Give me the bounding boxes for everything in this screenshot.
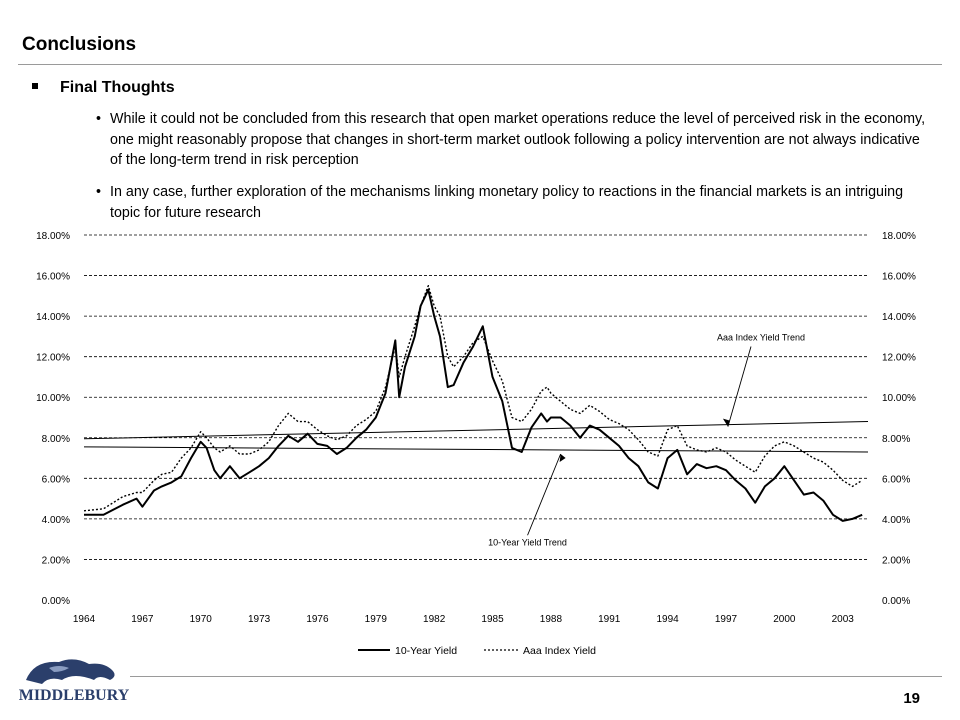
y-tick-label-left: 10.00% <box>36 393 70 404</box>
y-tick-label-left: 4.00% <box>42 515 70 526</box>
bullet-item: • While it could not be concluded from t… <box>96 109 930 171</box>
y-tick-label-right: 14.00% <box>882 312 916 323</box>
bullet-text: While it could not be concluded from thi… <box>110 111 926 168</box>
y-tick-label-right: 8.00% <box>882 434 910 445</box>
series-line-aaa-index-yield <box>83 285 863 512</box>
x-tick-label: 1985 <box>481 614 504 625</box>
y-tick-label-left: 2.00% <box>42 555 70 566</box>
y-tick-label-right: 12.00% <box>882 353 916 364</box>
aaa-trend-line <box>83 421 869 440</box>
y-tick-label-right: 10.00% <box>882 393 916 404</box>
y-tick-label-left: 0.00% <box>42 596 70 607</box>
legend-label-10-year-yield: 10-Year Yield <box>395 645 457 657</box>
y-tick-label-right: 0.00% <box>882 596 910 607</box>
y-tick-label-left: 16.00% <box>36 272 70 283</box>
x-tick-label: 1973 <box>248 614 271 625</box>
yield-chart-svg: 0.00% 0.00% 2.00% 2.00% 4.00% 4.00% 6.00% 6.00%… <box>36 231 916 657</box>
y-tick-label-right: 2.00% <box>882 555 910 566</box>
y-tick-label-right: 4.00% <box>882 515 910 526</box>
logo-text: MIDDLEBURY <box>19 687 130 704</box>
x-tick-label: 1964 <box>73 614 96 625</box>
annotation-arrowhead <box>722 418 730 427</box>
section-heading-text: Final Thoughts <box>60 79 175 96</box>
annotation-arrow <box>527 453 562 536</box>
square-bullet-icon <box>32 82 38 89</box>
annotation-arrowhead <box>559 454 566 462</box>
page-number: 19 <box>903 690 920 707</box>
annotation-10-year-trend: 10-Year Yield Trend <box>488 537 567 547</box>
bullet-dot-icon: • <box>96 184 102 200</box>
x-tick-label: 1988 <box>540 614 563 625</box>
x-tick-label: 1991 <box>598 614 621 625</box>
x-tick-label: 1970 <box>190 614 213 625</box>
title-divider <box>18 64 942 65</box>
legend-label-aaa-index-yield: Aaa Index Yield <box>523 645 596 657</box>
x-tick-label: 1997 <box>715 614 738 625</box>
x-tick-label: 2003 <box>832 614 855 625</box>
y-tick-label-right: 16.00% <box>882 272 916 283</box>
bullet-text: In any case, further exploration of the … <box>110 184 904 221</box>
slide-title: Conclusions <box>22 34 137 55</box>
y-tick-label-left: 14.00% <box>36 312 70 323</box>
y-tick-label-left: 18.00% <box>36 231 70 242</box>
bullet-dot-icon: • <box>96 111 102 127</box>
series-line-10-year-yield <box>84 288 863 522</box>
footer-divider <box>130 676 942 677</box>
y-tick-label-left: 12.00% <box>36 353 70 364</box>
y-tick-label-right: 6.00% <box>882 474 910 485</box>
x-tick-label: 2000 <box>773 614 796 625</box>
annotation-aaa-trend: Aaa Index Yield Trend <box>717 332 805 342</box>
x-tick-label: 1967 <box>131 614 154 625</box>
x-tick-label: 1976 <box>306 614 329 625</box>
ten-year-trend-line <box>83 446 869 453</box>
x-tick-label: 1979 <box>365 614 388 625</box>
section-heading: Final Thoughts <box>32 79 175 97</box>
middlebury-logo: MIDDLEBURY <box>14 650 134 710</box>
annotation-arrow <box>727 346 752 427</box>
x-tick-label: 1982 <box>423 614 446 625</box>
y-tick-label-left: 6.00% <box>42 474 70 485</box>
bullet-item: • In any case, further exploration of th… <box>96 182 930 223</box>
yield-chart: 0.00% 0.00% 2.00% 2.00% 4.00% 4.00% 6.00% 6.00%… <box>18 220 942 664</box>
x-tick-label: 1994 <box>656 614 679 625</box>
y-tick-label-left: 8.00% <box>42 434 70 445</box>
y-tick-label-right: 18.00% <box>882 231 916 242</box>
